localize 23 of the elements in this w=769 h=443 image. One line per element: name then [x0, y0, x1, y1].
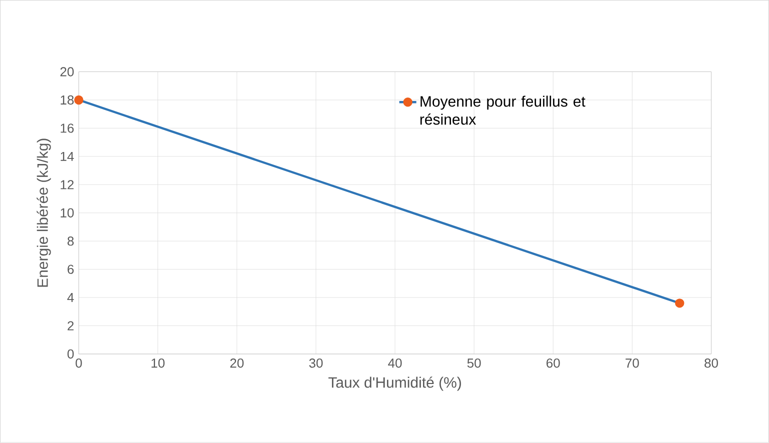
y-axis-title: Energie libérée (kJ/kg): [36, 138, 51, 287]
x-tick-label: 80: [704, 358, 718, 368]
y-tick-label: 4: [67, 293, 74, 302]
x-tick-label: 60: [546, 358, 560, 368]
y-tick-label: 6: [68, 264, 74, 274]
y-tick-label: 18: [60, 95, 74, 105]
x-tick-label: 0: [76, 358, 82, 368]
legend-label: Moyenne pour feuillus et résineux: [420, 96, 586, 125]
x-tick-label: 40: [388, 358, 402, 368]
y-tick-label: 16: [60, 124, 74, 133]
y-tick-label: 2: [68, 321, 74, 330]
x-axis-title: Taux d'Humidité (%): [328, 376, 461, 391]
x-tick-label: 20: [230, 358, 244, 368]
y-tick-label: 10: [60, 208, 74, 218]
y-tick-label: 20: [60, 67, 74, 76]
x-tick-label: 70: [626, 358, 639, 368]
y-tick-label: 8: [68, 236, 74, 246]
y-tick-label: 14: [60, 152, 74, 162]
x-tick-label: 30: [309, 358, 323, 368]
x-tick-label: 50: [467, 358, 481, 368]
x-tick-label: 10: [152, 358, 165, 368]
y-tick-label: 0: [68, 349, 74, 359]
y-tick-label: 12: [60, 180, 74, 190]
